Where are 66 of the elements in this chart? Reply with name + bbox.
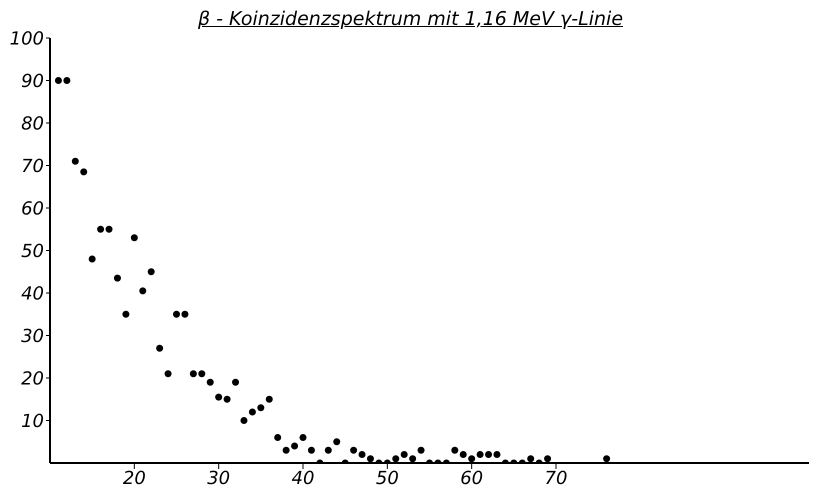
x-tick-label: 50 [376,468,399,489]
point [80,168,88,176]
x-tick-label: 40 [292,468,314,489]
point [122,310,130,318]
point [97,226,104,233]
point [451,446,458,454]
x-tick-label: 60 [460,468,484,489]
point [418,446,425,454]
point [460,451,467,458]
point [114,274,121,282]
point [400,451,408,458]
point [198,370,206,378]
y-tick-label: 60 [21,198,44,220]
point [350,446,358,454]
point [366,455,374,462]
point [257,404,264,412]
point [544,455,552,462]
point [358,451,366,458]
point [468,455,476,462]
point [206,378,214,386]
point [527,455,534,462]
point [215,394,222,401]
y-tick-label: 20 [21,368,44,390]
point [181,310,188,318]
point [232,378,240,386]
point [274,434,282,441]
point [173,310,180,318]
point [72,158,79,165]
point [282,446,290,454]
point [63,77,70,84]
point [308,446,315,454]
y-tick-label: 90 [21,70,44,92]
point [392,455,400,462]
y-tick-label: 40 [21,283,44,304]
chart-title: β - Koinzidenzspektrum mit 1,16 MeV γ-Linie [198,8,624,30]
y-tick-label: 50 [21,240,44,262]
point [88,256,96,262]
point [493,451,500,458]
point [130,234,138,242]
point [240,417,248,424]
y-tick-label: 100 [10,28,44,50]
point [291,442,298,450]
point [485,451,492,458]
point [190,370,197,378]
point [476,451,484,458]
point [148,268,155,276]
point [333,438,340,446]
point [106,226,113,233]
y-tick-label: 80 [21,113,44,134]
point [54,77,62,84]
point [156,344,164,352]
x-tick-label: 30 [207,468,230,489]
point [324,446,332,454]
y-tick-label: 30 [21,326,44,347]
point [266,396,273,403]
point [164,370,172,378]
point [603,455,610,462]
y-tick-label: 10 [21,410,44,432]
point [409,455,416,462]
y-tick-label: 70 [21,156,44,177]
x-tick-label: 20 [122,468,146,489]
point [139,287,146,294]
point [224,396,231,403]
point [300,434,306,441]
point [248,408,256,416]
x-tick-label: 70 [544,468,568,489]
